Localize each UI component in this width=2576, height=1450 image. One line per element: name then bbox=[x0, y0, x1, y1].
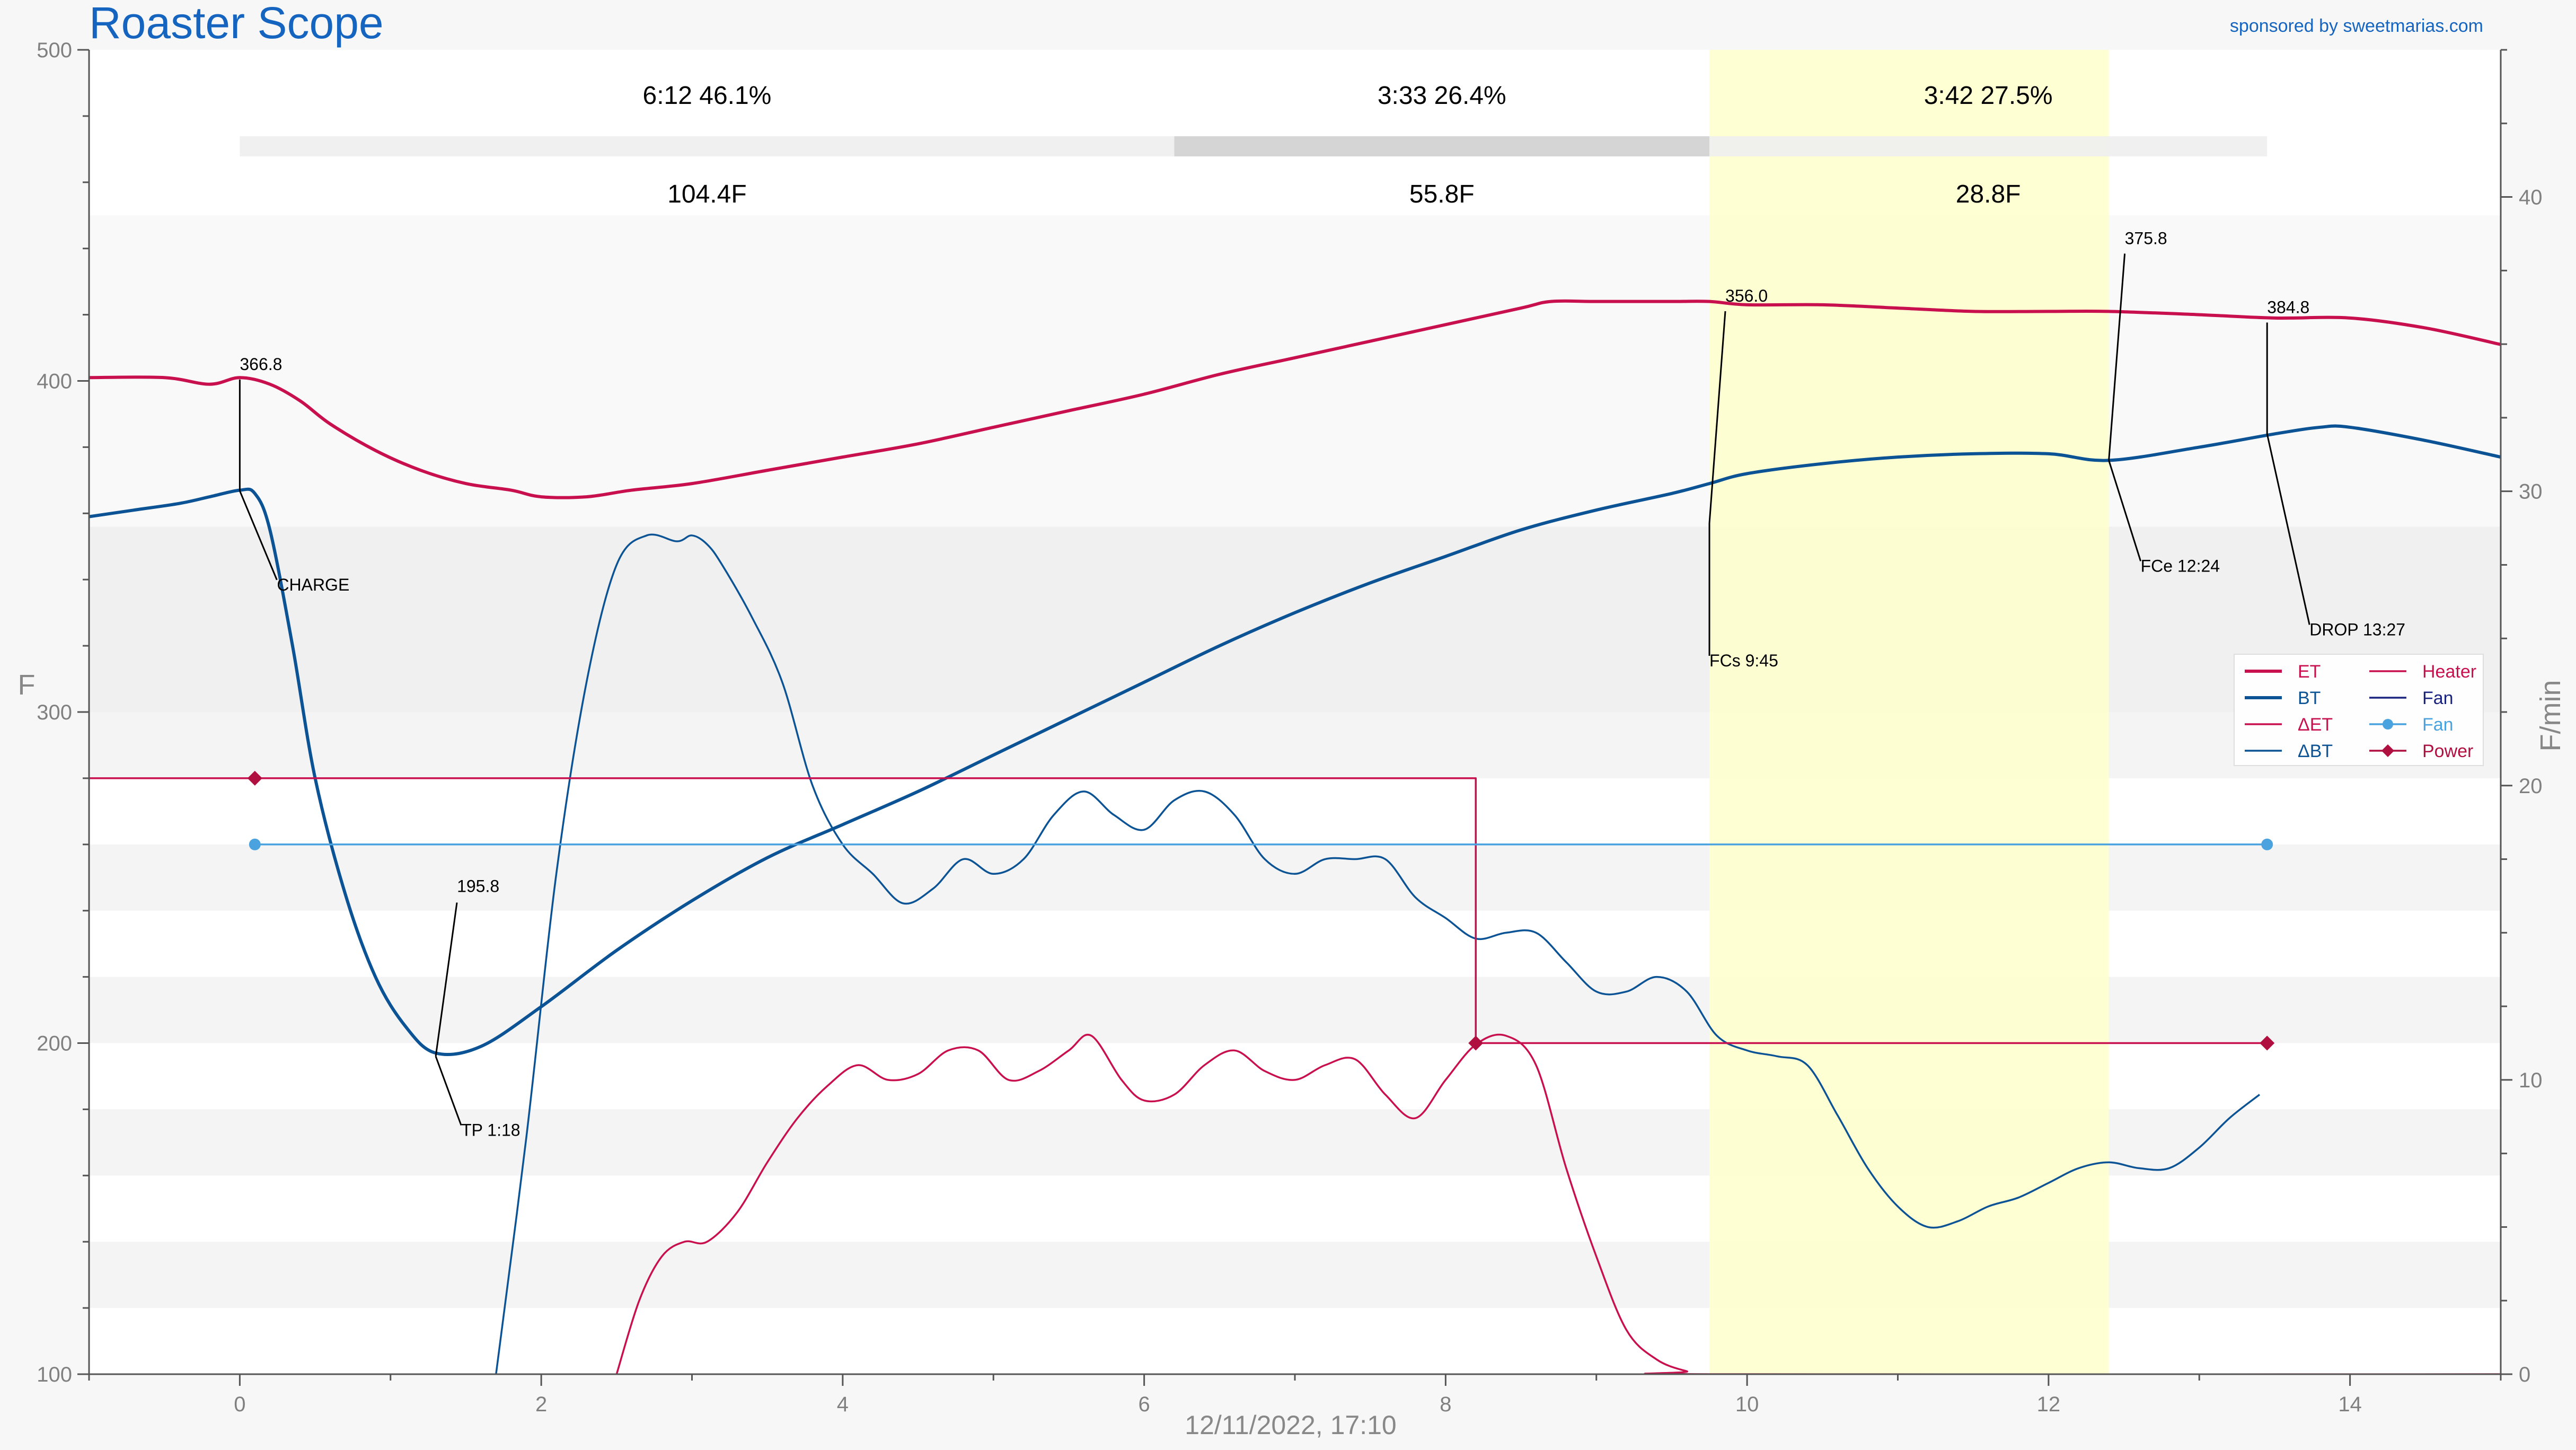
fan-marker bbox=[2261, 838, 2273, 850]
x-tick-label: 4 bbox=[837, 1393, 849, 1416]
annotation-leader bbox=[1708, 311, 1726, 524]
annotation-drop-temp: 384.8 bbox=[2267, 297, 2309, 317]
phase-bar-segment bbox=[240, 136, 1175, 156]
x-tick-label: 0 bbox=[234, 1393, 245, 1416]
annotation-fcs: FCs 9:45 bbox=[1709, 651, 1778, 670]
series-layer bbox=[89, 299, 2501, 1374]
legend-item-delta-et[interactable]: ΔET bbox=[2245, 715, 2333, 735]
timestamp-label: 12/11/2022, 17:10 bbox=[1185, 1410, 1396, 1440]
annotation-fce-temp: 375.8 bbox=[2125, 229, 2167, 248]
legend-item-fan[interactable]: Fan bbox=[2369, 715, 2454, 735]
series-line-bt bbox=[89, 424, 2501, 1057]
legend-item-fan[interactable]: Fan bbox=[2369, 688, 2454, 708]
band bbox=[89, 1242, 2501, 1308]
annotation-drop: DROP 13:27 bbox=[2309, 620, 2405, 639]
legend-label: ET bbox=[2298, 662, 2321, 682]
annotation-fce: FCe 12:24 bbox=[2141, 556, 2220, 575]
y-tick-label-right: 10 bbox=[2519, 1069, 2543, 1092]
annotation-charge: CHARGE bbox=[277, 575, 349, 594]
y-tick-label-left: 100 bbox=[37, 1363, 72, 1386]
series-line-et bbox=[89, 299, 2501, 499]
x-tick-label: 2 bbox=[535, 1393, 547, 1416]
power-marker bbox=[1468, 1035, 1484, 1051]
background-layer bbox=[89, 50, 2501, 1374]
fan-marker bbox=[249, 838, 261, 850]
power-marker bbox=[2260, 1035, 2275, 1051]
sponsor-link[interactable]: sponsored by sweetmarias.com bbox=[2230, 16, 2483, 36]
y-axis-right-label: F/min bbox=[2535, 680, 2566, 752]
y-tick-label-right: 20 bbox=[2519, 775, 2543, 798]
y-tick-label-right: 0 bbox=[2519, 1363, 2530, 1386]
annotation-tp: TP 1:18 bbox=[461, 1120, 520, 1139]
axis-layer: 0 2 4 6 8 10 12 14 100 200 300 400 500 0 10 20 30 40 bbox=[37, 39, 2542, 1416]
app-title: Roaster Scope bbox=[89, 0, 384, 48]
phase-bar-segment bbox=[1709, 136, 2268, 156]
legend[interactable]: ET Heater BT Fan ΔET Fan ΔBT Power bbox=[2234, 654, 2484, 766]
legend-item-heater[interactable]: Heater bbox=[2369, 662, 2476, 682]
legend-label: Power bbox=[2422, 741, 2473, 761]
x-tick-label: 8 bbox=[1440, 1393, 1451, 1416]
y-tick-label-left: 200 bbox=[37, 1032, 72, 1056]
annotation-leader bbox=[2266, 434, 2310, 625]
phase-label: 6:12 46.1% bbox=[643, 82, 772, 110]
phase-label: 3:42 27.5% bbox=[1924, 82, 2053, 110]
annotation-charge-temp: 366.8 bbox=[240, 355, 282, 374]
series-line-heater bbox=[89, 777, 2268, 1044]
y-tick-label-left: 500 bbox=[37, 39, 72, 62]
annotation-layer: 366.8 CHARGE 195.8 TP 1:18 356.0 FCs 9:45 375.… bbox=[239, 229, 2405, 1139]
x-tick-label: 14 bbox=[2338, 1393, 2362, 1416]
band bbox=[89, 712, 2501, 778]
annotation-tp-temp: 195.8 bbox=[457, 876, 499, 895]
y-axis-left-label: F bbox=[18, 669, 36, 701]
band bbox=[89, 1109, 2501, 1176]
legend-label: Fan bbox=[2422, 715, 2454, 735]
phase-delta: 28.8F bbox=[1956, 180, 2021, 208]
band bbox=[89, 844, 2501, 911]
legend-label: ΔBT bbox=[2298, 741, 2333, 761]
legend-label: BT bbox=[2298, 688, 2321, 708]
phase-label: 3:33 26.4% bbox=[1378, 82, 1506, 110]
legend-item-power[interactable]: Power bbox=[2369, 741, 2473, 761]
legend-item-bt[interactable]: BT bbox=[2245, 688, 2321, 708]
annotation-fcs-temp: 356.0 bbox=[1725, 286, 1768, 305]
legend-label: Heater bbox=[2422, 662, 2476, 682]
development-highlight bbox=[1709, 50, 2109, 1374]
legend-swatch-dot bbox=[2383, 719, 2393, 730]
phase-delta: 55.8F bbox=[1409, 180, 1475, 208]
phase-bar-segment bbox=[1174, 136, 1710, 156]
annotation-leader bbox=[239, 490, 278, 581]
x-tick-label: 6 bbox=[1139, 1393, 1150, 1416]
legend-swatch-diamond bbox=[2381, 744, 2394, 757]
x-tick-label: 10 bbox=[1735, 1393, 1759, 1416]
series-line-delta-bt bbox=[495, 533, 2261, 1374]
annotation-leader bbox=[2108, 253, 2126, 461]
legend-item-delta-bt[interactable]: ΔBT bbox=[2245, 741, 2333, 761]
power-marker bbox=[247, 770, 262, 786]
annotation-leader bbox=[435, 902, 458, 1057]
marker-layer bbox=[247, 770, 2275, 1051]
y-tick-label-left: 300 bbox=[37, 701, 72, 724]
annotation-leader bbox=[2108, 460, 2142, 561]
annotation-leader bbox=[435, 1056, 462, 1126]
band bbox=[89, 977, 2501, 1043]
phase-bar-layer: 6:12 46.1% 104.4F 3:33 26.4% 55.8F 3:42 27.5… bbox=[240, 82, 2268, 208]
y-tick-label-right: 40 bbox=[2519, 186, 2543, 209]
y-tick-label-left: 400 bbox=[37, 370, 72, 393]
legend-label: ΔET bbox=[2298, 715, 2333, 735]
phase-delta: 104.4F bbox=[667, 180, 746, 208]
legend-item-et[interactable]: ET bbox=[2245, 662, 2321, 682]
legend-label: Fan bbox=[2422, 688, 2454, 708]
x-tick-label: 12 bbox=[2037, 1393, 2061, 1416]
series-line-delta-et bbox=[615, 1033, 2501, 1374]
y-tick-label-right: 30 bbox=[2519, 480, 2543, 504]
